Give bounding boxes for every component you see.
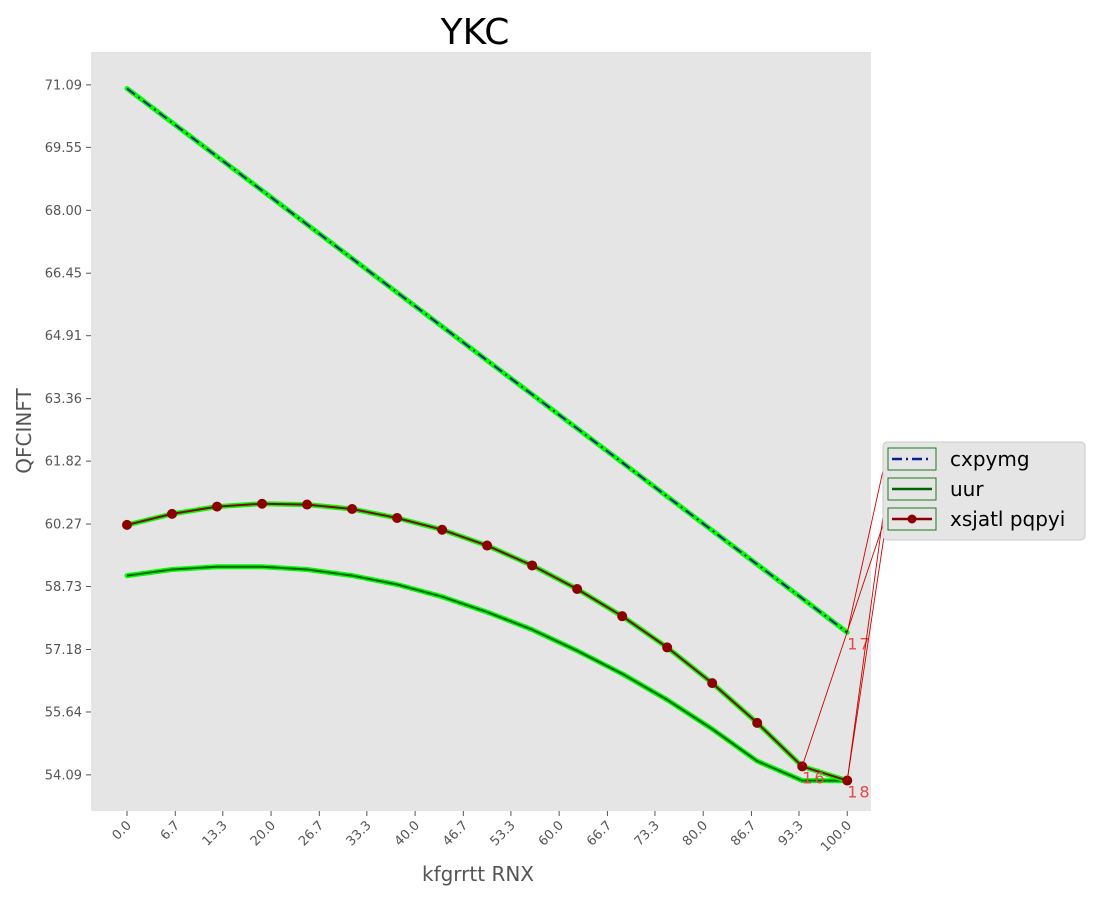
y-tick-label: 71.09 [45,78,82,93]
plot-area [91,52,871,811]
x-tick-label: 20.0 [248,818,279,849]
y-tick-label: 60.27 [45,518,82,533]
series-xsjatl-pqpyi-point [527,560,538,571]
y-tick-label: 66.45 [45,267,82,282]
legend-swatch-box [887,477,937,501]
series-xsjatl-pqpyi-point [257,498,268,509]
series-xsjatl-pqpyi-point [572,583,583,594]
series-xsjatl-pqpyi-point [617,611,628,622]
x-tick-label: 40.0 [392,818,423,849]
series-xsjatl-pqpyi-point [752,717,763,728]
series-xsjatl-pqpyi-point [347,504,358,515]
series-layer [122,86,853,786]
leader-line [846,509,889,781]
legend-label: xsjatl pqpyi [950,507,1065,531]
leader-line [801,509,889,767]
x-tick-label: 53.3 [488,818,519,849]
y-tick-label: 55.64 [45,705,82,720]
annotation-label: 18 [847,783,871,802]
legend: cxpymg uur xsjatl pqpyi [882,441,1086,541]
x-tick-label: 100.0 [818,818,855,855]
series-xsjatl-pqpyi-point [662,642,673,653]
leader-line [846,447,889,633]
legend-box [882,441,1086,541]
y-tick-label: 58.73 [45,580,82,595]
y-tick-label: 69.55 [45,141,82,156]
chart-title: YKC [440,12,510,53]
x-axis: 0.0 6.7 13.3 20.0 26.7 33.3 40.0 46.7 53.3 60.0 66… [110,811,855,855]
x-tick-label: 33.3 [344,818,375,849]
series-xsjatl-pqpyi-point [167,508,178,519]
series-xsjatl-pqpyi-point [302,499,313,510]
annotation-label: 16 [802,768,826,787]
y-axis-label: QFCINFT [12,388,36,474]
legend-swatch-box [887,507,937,531]
legend-label: uur [950,477,984,501]
y-tick-label: 57.18 [45,643,82,658]
series-xsjatl-pqpyi-point [707,678,718,689]
legend-swatch-marker [907,514,917,524]
legend-label: cxpymg [950,447,1030,471]
x-tick-label: 0.0 [110,818,135,843]
x-tick-label: 46.7 [440,818,471,849]
x-tick-label: 73.3 [632,818,663,849]
y-axis: 54.09 55.64 57.18 58.73 60.27 61.82 63.36 64.91… [45,78,91,783]
x-tick-label: 13.3 [200,818,231,849]
series-xsjatl-pqpyi-point [212,501,223,512]
series-xsjatl-pqpyi-point [482,540,493,551]
annotation-layer: 16 17 18 [801,447,889,802]
legend-swatch-box [887,447,937,471]
series-xsjatl-pqpyi-point [122,519,133,530]
y-tick-label: 61.82 [45,455,82,470]
series-xsjatl-pqpyi-point [392,512,403,523]
x-tick-label: 80.0 [680,818,711,849]
y-tick-label: 64.91 [45,329,82,344]
x-tick-label: 60.0 [536,818,567,849]
series-cxpymg-glow [124,86,850,635]
series-uur-line [126,565,848,782]
y-tick-label: 54.09 [45,768,82,783]
x-tick-label: 93.3 [776,818,807,849]
x-tick-label: 66.7 [584,818,615,849]
annotation-label: 17 [847,634,871,653]
x-tick-label: 86.7 [728,818,759,849]
series-xsjatl-pqpyi-point [437,524,448,535]
x-axis-label: kfgrrtt RNX [422,862,534,886]
y-tick-label: 68.00 [45,204,82,219]
y-tick-label: 63.36 [45,392,82,407]
x-tick-label: 26.7 [296,818,327,849]
x-tick-label: 6.7 [158,818,183,843]
